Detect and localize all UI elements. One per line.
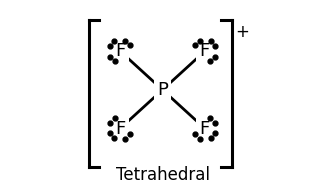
Text: F: F (115, 119, 125, 137)
Text: F: F (115, 42, 125, 60)
Text: F: F (200, 42, 210, 60)
Text: Tetrahedral: Tetrahedral (115, 166, 210, 184)
Text: F: F (200, 119, 210, 137)
Text: P: P (157, 81, 168, 99)
Text: +: + (235, 24, 249, 42)
